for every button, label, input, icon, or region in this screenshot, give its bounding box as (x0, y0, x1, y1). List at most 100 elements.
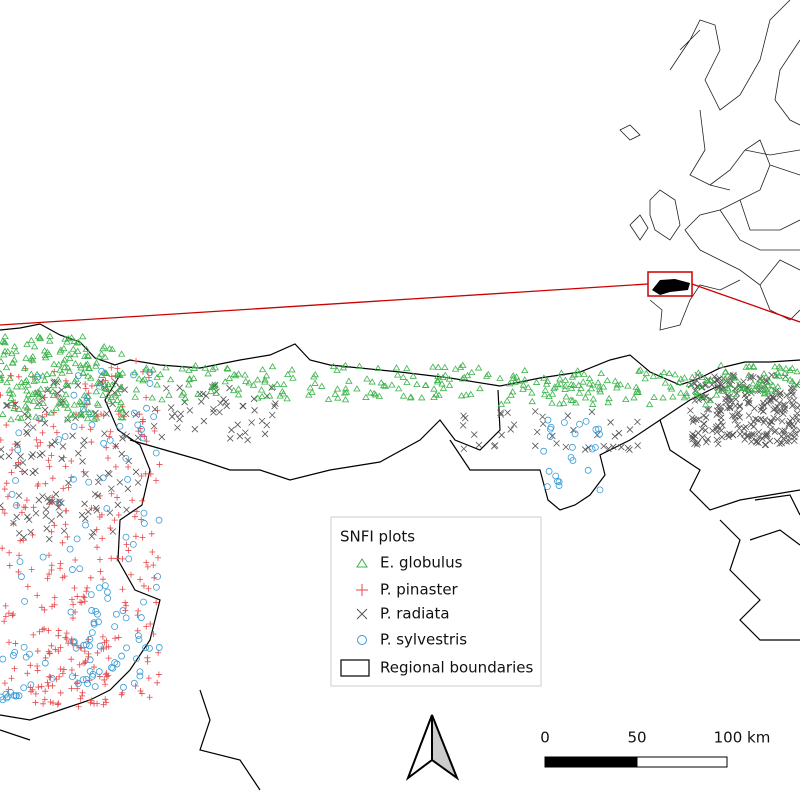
plot-point (70, 411, 78, 418)
plot-point (37, 385, 45, 392)
plot-point (73, 339, 81, 346)
plot-point (250, 395, 258, 403)
plot-point (82, 515, 89, 522)
plot-point (750, 423, 757, 430)
plot-point (0, 376, 4, 383)
plot-point (634, 418, 641, 426)
plot-point (394, 385, 403, 392)
plot-point (589, 395, 598, 402)
plot-point (0, 655, 7, 663)
plot-point (234, 391, 243, 398)
plot-point (163, 385, 170, 392)
plot-point (675, 378, 683, 386)
plot-point (171, 410, 179, 417)
plot-point (724, 393, 732, 401)
plot-point (611, 377, 620, 384)
plot-point (532, 442, 539, 450)
plot-point (58, 455, 66, 463)
plot-point (239, 402, 247, 410)
plot-point (345, 377, 353, 384)
plot-point (134, 434, 142, 442)
plot-point (677, 375, 685, 382)
plot-point (139, 534, 146, 541)
plot-point (624, 444, 632, 452)
plot-point (139, 434, 147, 442)
plot-point (139, 377, 147, 384)
plot-point (717, 427, 725, 434)
plot-point (244, 436, 251, 444)
plot-point (363, 375, 371, 382)
plot-point (108, 555, 115, 562)
plot-point (605, 394, 613, 402)
plot-point (432, 391, 440, 398)
plot-point (158, 396, 166, 403)
plot-point (504, 409, 511, 416)
plot-point (49, 391, 58, 399)
plot-point (549, 432, 556, 440)
plot-point (439, 384, 448, 392)
plot-point (92, 504, 100, 512)
plot-point (766, 378, 774, 385)
plot-point (70, 601, 77, 608)
plot-point (693, 441, 701, 448)
plot-point (234, 370, 243, 377)
plot-point (6, 562, 13, 569)
plot-point (134, 632, 142, 639)
plot-point (341, 389, 349, 396)
plot-point (751, 405, 758, 412)
plot-point (123, 432, 130, 440)
plot-point (717, 414, 725, 421)
plot-point (28, 453, 35, 461)
plot-point (57, 644, 64, 651)
plot-point (79, 369, 87, 376)
plot-point (283, 395, 291, 402)
plot-point (441, 371, 450, 378)
plot-point (783, 438, 790, 445)
plot-point (108, 381, 116, 388)
plot-point (288, 366, 296, 373)
plot-point (84, 584, 91, 591)
plot-point (774, 383, 782, 390)
plot-point (730, 371, 737, 379)
plot-point (759, 407, 767, 415)
plot-point (331, 390, 340, 397)
plot-point (210, 409, 217, 416)
plot-point (585, 380, 594, 387)
plot-point (767, 386, 776, 393)
plot-point (115, 371, 123, 378)
plot-point (430, 385, 438, 392)
plot-point (41, 659, 49, 667)
plot-point (510, 421, 518, 428)
plot-point (65, 350, 73, 358)
plot-point (57, 665, 64, 672)
plot-point (789, 388, 796, 395)
plot-point (632, 383, 640, 390)
plot-point (90, 415, 99, 423)
plot-point (257, 386, 266, 393)
plot-point (46, 463, 53, 470)
plot-point (88, 697, 95, 704)
plot-point (615, 429, 623, 437)
plot-point (712, 391, 721, 398)
plot-point (90, 529, 97, 536)
plot-point (9, 447, 16, 454)
plot-point (463, 371, 472, 379)
plot-point (78, 333, 87, 340)
plot-point (778, 439, 785, 447)
plot-point (261, 430, 269, 438)
plot-point (514, 377, 523, 384)
plot-point (15, 373, 22, 380)
plot-point (33, 436, 40, 443)
plot-point (140, 509, 148, 517)
plot-point (123, 506, 130, 514)
plot-point (154, 573, 162, 580)
plot-point (156, 461, 163, 468)
plot-point (696, 382, 705, 389)
plot-point (10, 342, 19, 350)
plot-point (368, 378, 376, 385)
plot-point (776, 364, 785, 371)
plot-point (146, 369, 154, 377)
plot-point (600, 442, 607, 450)
plot-point (137, 576, 144, 583)
plot-point (724, 384, 732, 391)
